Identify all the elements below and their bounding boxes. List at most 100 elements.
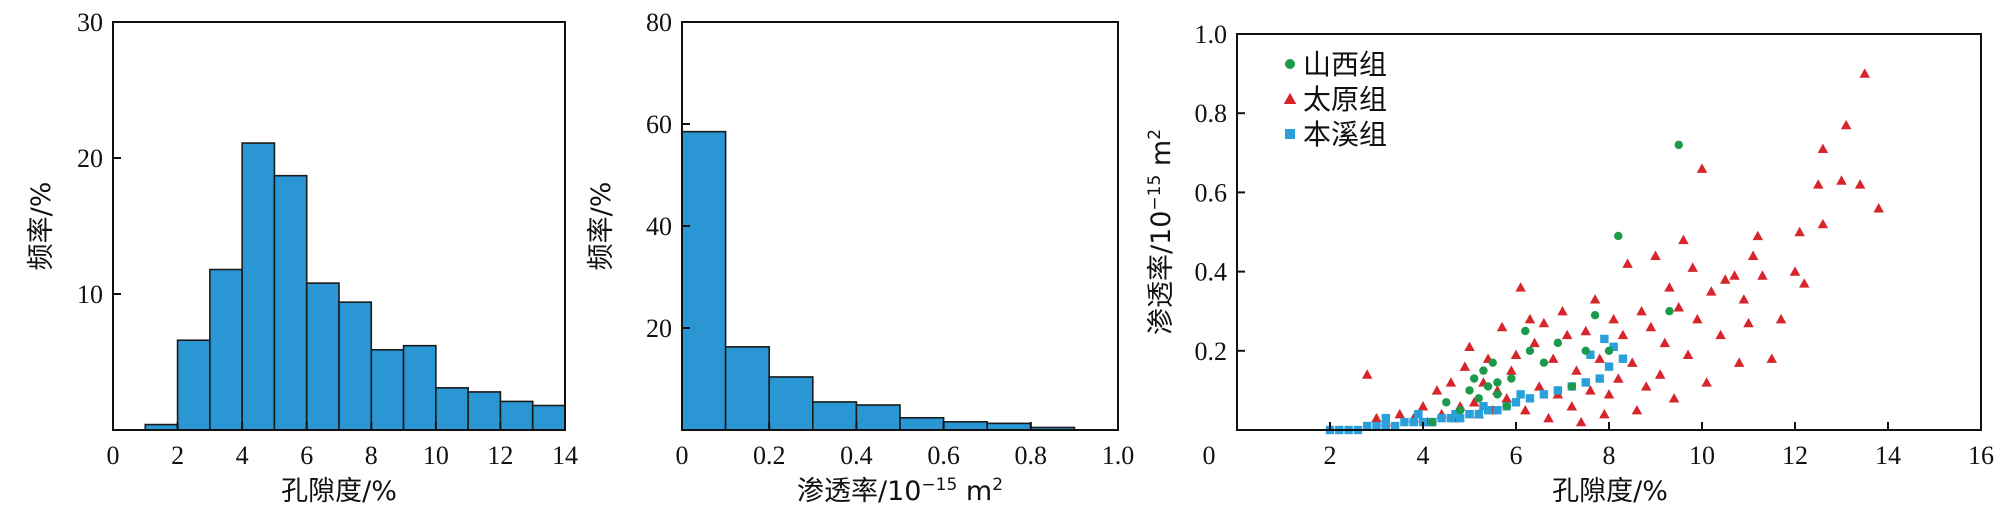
taiyuan-point <box>1459 361 1471 371</box>
taiyuan-legend-marker <box>1283 92 1297 104</box>
taiyuan-point <box>1608 313 1619 324</box>
permeability-bar <box>768 376 814 431</box>
porosity-y-tick-label: 10 <box>77 280 103 309</box>
permeability-x-tick-label: 0.6 <box>927 441 960 470</box>
benxi-point <box>1600 334 1609 344</box>
taiyuan-point <box>1431 385 1443 395</box>
permeability-y-tick-label: 80 <box>646 8 672 37</box>
shanxi-point <box>1469 374 1479 383</box>
taiyuan-point <box>1524 313 1536 324</box>
taiyuan-point <box>1789 266 1801 276</box>
shanxi-point <box>1553 338 1563 348</box>
taiyuan-point <box>1836 175 1847 185</box>
porosity-x-tick-label: 0 <box>107 441 120 470</box>
porosity-bar <box>499 400 534 431</box>
taiyuan-point <box>1813 179 1824 189</box>
shanxi-point <box>1442 398 1451 407</box>
shanxi-point <box>1502 402 1511 411</box>
benxi-point <box>1390 421 1400 431</box>
taiyuan-point <box>1599 408 1610 419</box>
shanxi-legend-marker <box>1285 59 1295 69</box>
taiyuan-point <box>1613 373 1624 383</box>
porosity-bar <box>402 344 437 431</box>
permeability-bars <box>681 130 1076 431</box>
shanxi-point <box>1567 382 1577 391</box>
taiyuan-point <box>1566 400 1578 411</box>
benxi-point <box>1511 398 1521 407</box>
porosity-bar <box>370 348 405 431</box>
benxi-point <box>1409 417 1418 427</box>
taiyuan-point <box>1561 329 1573 340</box>
taiyuan-point <box>1654 369 1666 379</box>
taiyuan-point <box>1371 412 1382 423</box>
scatter-y-axis-label: 渗透率/10−15 m2 <box>1145 129 1177 335</box>
scatter-x-tick-label: 10 <box>1689 441 1715 470</box>
taiyuan-point <box>1589 294 1601 304</box>
shanxi-point <box>1465 386 1474 395</box>
taiyuan-point <box>1557 305 1568 316</box>
shanxi-point <box>1493 390 1502 399</box>
benxi-point <box>1618 354 1628 363</box>
taiyuan-point <box>1636 305 1647 316</box>
taiyuan-point <box>1617 329 1629 340</box>
permeability-y-tick-label: 20 <box>646 314 672 343</box>
porosity-x-tick-label: 10 <box>423 441 449 470</box>
shanxi-point <box>1674 140 1683 150</box>
porosity-axis-ticks: 0 2 4 6 8 10 12 14 10 20 30 <box>77 8 578 470</box>
permeability-x-tick-label: 0 <box>676 441 689 470</box>
benxi-point <box>1479 402 1488 411</box>
taiyuan-point <box>1575 416 1587 427</box>
porosity-bar <box>338 301 373 431</box>
taiyuan-point <box>1854 179 1866 189</box>
permeability-x-tick-label: 1.0 <box>1102 441 1135 470</box>
taiyuan-point <box>1766 353 1777 363</box>
taiyuan-legend-label: 太原组 <box>1303 83 1387 116</box>
shanxi-point <box>1488 358 1497 367</box>
porosity-bar <box>305 282 340 431</box>
permeability-y-axis-label: 频率/% <box>586 182 617 271</box>
shanxi-point <box>1521 326 1530 336</box>
scatter-axis-ticks: 0 2 4 6 8 10 12 14 16 0.2 0.4 0.6 0.8 1.0 <box>1195 20 1995 470</box>
taiyuan-point <box>1668 393 1680 403</box>
shanxi-point <box>1479 366 1488 375</box>
permeability-histogram: 0 0.2 0.4 0.6 0.8 1.0 20 40 60 80 渗透率/10−15 m2 频率… <box>586 8 1134 507</box>
benxi-point <box>1474 409 1483 419</box>
scatter-x-tick-label: 2 <box>1324 441 1337 470</box>
taiyuan-point <box>1692 313 1703 324</box>
benxi-point <box>1581 378 1590 387</box>
porosity-y-tick-label: 30 <box>77 8 103 37</box>
taiyuan-point <box>1720 274 1731 284</box>
taiyuan-point <box>1659 337 1671 348</box>
taiyuan-point <box>1571 365 1582 375</box>
taiyuan-point <box>1496 321 1508 332</box>
scatter-y-tick-label: 1.0 <box>1195 20 1228 49</box>
porosity-bars <box>144 142 566 431</box>
scatter-y-tick-label: 0.4 <box>1195 258 1228 287</box>
shanxi-legend-label: 山西组 <box>1303 48 1387 81</box>
permeability-y-tick-label: 40 <box>646 212 672 241</box>
permeability-bar <box>942 421 988 431</box>
porosity-bar <box>467 391 502 431</box>
taiyuan-point <box>1534 381 1545 391</box>
taiyuan-point <box>1538 317 1550 328</box>
permeability-x-tick-label: 0.8 <box>1015 441 1048 470</box>
porosity-histogram: 0 2 4 6 8 10 12 14 10 20 30 孔隙度/% 频率/% <box>26 8 578 507</box>
permeability-x-label-unit-exponent: 2 <box>992 475 1003 495</box>
taiyuan-point <box>1729 270 1740 280</box>
permeability-bar <box>681 130 727 431</box>
taiyuan-point <box>1645 321 1657 332</box>
benxi-point <box>1604 362 1614 371</box>
scatter-x-tick-label: 4 <box>1417 441 1430 470</box>
permeability-bar <box>811 401 858 431</box>
taiyuan-point <box>1743 317 1754 328</box>
scatter-y-label-main: 渗透率/10 <box>1146 211 1177 335</box>
taiyuan-point <box>1520 404 1531 415</box>
scatter-y-label-unit: m <box>1146 140 1177 175</box>
permeability-x-tick-label: 0.4 <box>840 441 873 470</box>
scatter-x-tick-label: 0 <box>1203 441 1216 470</box>
scatter-x-tick-label: 8 <box>1603 441 1616 470</box>
taiyuan-point <box>1687 262 1698 272</box>
taiyuan-point <box>1510 349 1522 359</box>
